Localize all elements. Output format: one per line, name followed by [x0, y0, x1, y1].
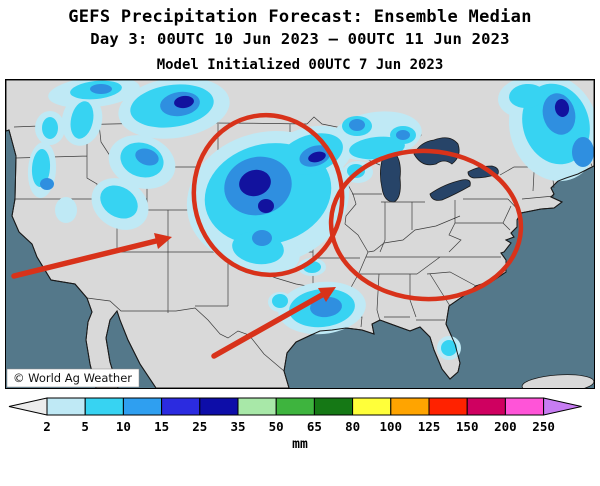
annotation-arrow-west-shaft: [11, 238, 159, 279]
colorbar: 2 5 10 15 25 35 50 65 80 100 125 150 200 250 mm: [0, 396, 600, 452]
colorbar-segment: [275, 397, 315, 416]
annotation-ellipse-plains: [191, 112, 345, 278]
precip-blob: [308, 151, 326, 163]
colorbar-unit-label: mm: [292, 437, 308, 452]
precip-blob: [272, 294, 288, 308]
precip-blob: [239, 169, 271, 197]
annotation-arrow-south-head: [318, 287, 336, 302]
precip-blob: [396, 130, 410, 140]
colorbar-tick-label: 200: [494, 419, 517, 434]
annotation-arrow-south-shaft: [211, 292, 325, 359]
colorbar-tick-label: 2: [43, 419, 51, 434]
precip-blob: [441, 340, 457, 356]
colorbar-tick-label: 80: [345, 419, 360, 434]
precip-blob: [100, 185, 138, 219]
chart-title: GEFS Precipitation Forecast: Ensemble Me…: [68, 7, 532, 27]
colorbar-segment: [313, 397, 354, 416]
credit-background: [6, 368, 140, 388]
colorbar-tick-label: 100: [380, 419, 403, 434]
colorbar-tick-label: 35: [230, 419, 245, 434]
colorbar-segment: [352, 397, 392, 416]
precip-blob: [554, 99, 570, 117]
colorbar-tick-label: 5: [81, 419, 89, 434]
precip-blob: [258, 199, 274, 213]
map-credit: © World Ag Weather: [6, 368, 140, 388]
annotation-arrow-west-head: [154, 233, 172, 249]
coastline-overlay: [6, 80, 594, 388]
precip-blob: [42, 117, 58, 139]
annotation-ellipse-southeast: [328, 148, 524, 302]
precip-blob: [40, 178, 54, 190]
colorbar-segment: [466, 397, 506, 416]
precip-blob: [310, 296, 342, 318]
colorbar-tick-label: 65: [307, 419, 322, 434]
colorbar-segment: [46, 397, 86, 416]
colorbar-tick-label: 250: [532, 419, 555, 434]
colorbar-tick-label: 150: [456, 419, 479, 434]
precip-blob: [174, 95, 194, 109]
colorbar-tick-label: 10: [116, 419, 131, 434]
cuba-island: [521, 374, 594, 388]
precip-blob: [55, 197, 77, 223]
forecast-map-frame: © World Ag Weather: [5, 79, 595, 389]
colorbar-segment: [84, 397, 124, 416]
colorbar-right-cap: [543, 397, 582, 416]
precip-blob: [509, 83, 545, 109]
annotations: [11, 112, 524, 359]
colorbar-segment: [504, 397, 545, 416]
colorbar-segment: [237, 397, 277, 416]
forecast-map: © World Ag Weather: [6, 80, 594, 388]
credit-text: © World Ag Weather: [13, 371, 132, 385]
chart-init-time: Model Initialized 00UTC 7 Jun 2023: [156, 57, 444, 73]
lake-erie: [429, 179, 471, 201]
colorbar-tick-label: 25: [192, 419, 207, 434]
precip-blob: [70, 101, 94, 139]
precip-blob: [349, 119, 365, 131]
colorbar-tick-label: 50: [269, 419, 284, 434]
colorbar-segment: [390, 397, 430, 416]
colorbar-segment: [122, 397, 163, 416]
colorbar-segment: [428, 397, 468, 416]
colorbar-left-cap: [8, 397, 48, 416]
colorbar-tick-label: 125: [418, 419, 441, 434]
colorbar-tick-label: 15: [154, 419, 169, 434]
title-block: GEFS Precipitation Forecast: Ensemble Me…: [0, 7, 600, 73]
precip-blob: [90, 84, 112, 94]
precip-blob: [135, 148, 159, 166]
chart-valid-period: Day 3: 00UTC 10 Jun 2023 — 00UTC 11 Jun …: [90, 30, 510, 48]
precip-blob: [252, 230, 272, 246]
colorbar-segment: [199, 397, 239, 416]
precip-blob: [572, 137, 594, 167]
colorbar-segment: [161, 397, 201, 416]
precip-intense-25-35mm: [174, 95, 570, 213]
precip-blob: [31, 149, 51, 187]
